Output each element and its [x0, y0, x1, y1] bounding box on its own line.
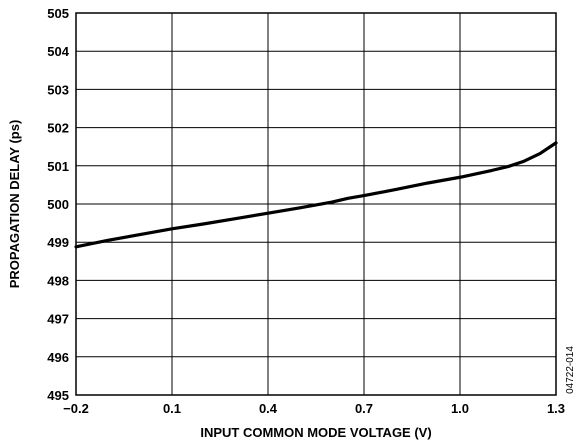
y-tick-label: 496	[47, 350, 69, 365]
y-tick-label: 498	[47, 273, 69, 288]
y-tick-label: 501	[47, 159, 69, 174]
x-axis-label: INPUT COMMON MODE VOLTAGE (V)	[200, 425, 431, 440]
plot-frame	[75, 12, 557, 396]
x-tick-label: 1.3	[547, 401, 565, 416]
x-tick-label: 0.1	[163, 401, 181, 416]
x-tick-label: 0.4	[259, 401, 278, 416]
series-line-0	[74, 141, 558, 249]
y-tick-label: 504	[47, 44, 69, 59]
x-tick-labels: −0.2 0.1 0.4 0.7 1.0 1.3	[63, 401, 565, 416]
y-tick-label: 502	[47, 121, 69, 136]
y-tick-label: 499	[47, 235, 69, 250]
y-tick-labels: 495 496 497 498 499 500 501 502 503 504 505	[47, 6, 69, 403]
x-tick-label: −0.2	[63, 401, 89, 416]
y-tick-label: 500	[47, 197, 69, 212]
y-tick-label: 495	[47, 388, 69, 403]
y-tick-label: 497	[47, 312, 69, 327]
y-tick-label: 505	[47, 6, 69, 21]
x-tick-label: 1.0	[451, 401, 469, 416]
series-group	[74, 141, 558, 249]
y-tick-label: 503	[47, 82, 69, 97]
x-tick-label: 0.7	[355, 401, 373, 416]
y-axis-label: PROPAGATION DELAY (ps)	[7, 120, 22, 289]
figure-id: 04722-014	[565, 346, 576, 394]
